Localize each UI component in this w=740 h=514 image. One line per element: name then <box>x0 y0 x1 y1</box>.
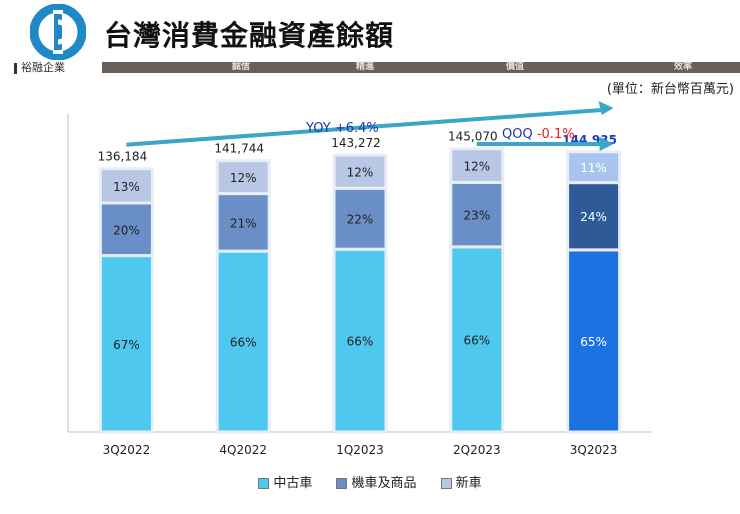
page-title: 台灣消費金融資產餘額 <box>104 19 395 52</box>
yoy-arrow-head <box>598 101 614 115</box>
company-logo <box>30 4 86 60</box>
segment-label-3Q2022-2: 13% <box>113 180 140 194</box>
bar-segment-1Q2023-1 <box>332 186 388 251</box>
segment-label-3Q2022-0: 67% <box>113 338 140 352</box>
x-tick-label-3Q2022: 3Q2022 <box>103 443 151 457</box>
qoq-value: -0.1% <box>537 127 575 142</box>
motto-2: 精進 <box>356 62 375 72</box>
company-name-box: 裕融企業 <box>0 61 102 74</box>
bar-segment-3Q2022-0 <box>98 254 154 434</box>
yoy-value: +6.4% <box>335 121 379 136</box>
bar-segment-2Q2023-1 <box>449 180 505 249</box>
legend-label-new-car: 新車 <box>455 476 482 491</box>
segment-label-3Q2023-0: 65% <box>580 335 607 349</box>
segment-label-4Q2022-0: 66% <box>230 336 257 350</box>
total-label-4Q2022: 141,744 <box>214 142 264 156</box>
bar-segment-2Q2023-2 <box>449 147 505 184</box>
bar-segment-3Q2023-1 <box>566 181 622 252</box>
legend-item-new-car: 新車 <box>440 472 482 491</box>
unit-note: (單位：新台幣百萬元) <box>606 82 734 97</box>
legend-swatch-used-car <box>258 478 270 489</box>
band-divider <box>14 62 17 74</box>
segment-label-4Q2022-2: 12% <box>230 171 257 185</box>
header-band: 裕融企業 誠信 精進 價值 效率 <box>0 61 740 74</box>
bar-segment-4Q2022-0 <box>215 249 271 434</box>
bar-segment-4Q2022-1 <box>215 192 271 253</box>
total-label-3Q2022: 136,184 <box>98 150 148 164</box>
segment-label-3Q2022-1: 20% <box>113 223 140 237</box>
total-label-2Q2023: 145,070 <box>448 130 498 144</box>
legend-item-used-car: 中古車 <box>258 472 312 491</box>
motto-bar: 誠信 精進 價值 效率 <box>102 62 740 73</box>
yoy-annotation: YOY +6.4% <box>305 121 379 136</box>
x-tick-label-1Q2023: 1Q2023 <box>336 443 384 457</box>
qoq-arrow-head <box>599 137 614 151</box>
qoq-annotation: QOQ -0.1% <box>502 127 575 142</box>
x-tick-label-2Q2023: 2Q2023 <box>453 443 501 457</box>
segment-label-4Q2022-1: 21% <box>230 216 257 230</box>
yoy-label: YOY <box>305 121 335 136</box>
legend-swatch-new-car <box>440 478 452 489</box>
legend-label-used-car: 中古車 <box>273 476 313 491</box>
qoq-label: QOQ <box>502 127 537 142</box>
segment-label-2Q2023-1: 23% <box>463 209 490 223</box>
segment-label-1Q2023-0: 66% <box>347 335 374 349</box>
motto-3: 價值 <box>506 62 525 72</box>
segment-label-2Q2023-0: 66% <box>463 333 490 347</box>
legend-item-moto: 機車及商品 <box>336 472 417 491</box>
segment-label-1Q2023-2: 12% <box>347 166 374 180</box>
motto-4: 效率 <box>674 62 693 72</box>
x-tick-label-3Q2023: 3Q2023 <box>570 443 618 457</box>
yoy-arrow-line <box>126 108 602 147</box>
legend-label-moto: 機車及商品 <box>351 476 417 491</box>
segment-label-2Q2023-2: 12% <box>463 160 490 174</box>
slide-header: 台灣消費金融資產餘額 <box>0 0 740 62</box>
total-label-1Q2023: 143,272 <box>331 136 381 150</box>
segment-label-1Q2023-1: 22% <box>347 213 374 227</box>
bar-segment-4Q2022-2 <box>215 159 271 196</box>
x-tick-label-4Q2022: 4Q2022 <box>219 443 267 457</box>
bar-segment-3Q2022-2 <box>98 167 154 205</box>
legend-swatch-moto <box>336 478 348 489</box>
company-name: 裕融企業 <box>21 61 65 74</box>
chart-legend: 中古車 機車及商品 新車 <box>0 472 740 491</box>
bar-segment-3Q2023-0 <box>566 248 622 434</box>
bar-segment-1Q2023-2 <box>332 153 388 190</box>
segment-label-3Q2023-1: 24% <box>580 210 607 224</box>
bar-segment-3Q2023-2 <box>566 150 622 185</box>
bar-segment-2Q2023-0 <box>449 245 505 434</box>
segment-label-3Q2023-2: 11% <box>580 161 607 175</box>
motto-1: 誠信 <box>232 62 251 72</box>
stacked-bar-chart: 67% 20% 13% 136,184 3Q2022 66% 21% 12% 141,744 4Q… <box>67 101 652 457</box>
